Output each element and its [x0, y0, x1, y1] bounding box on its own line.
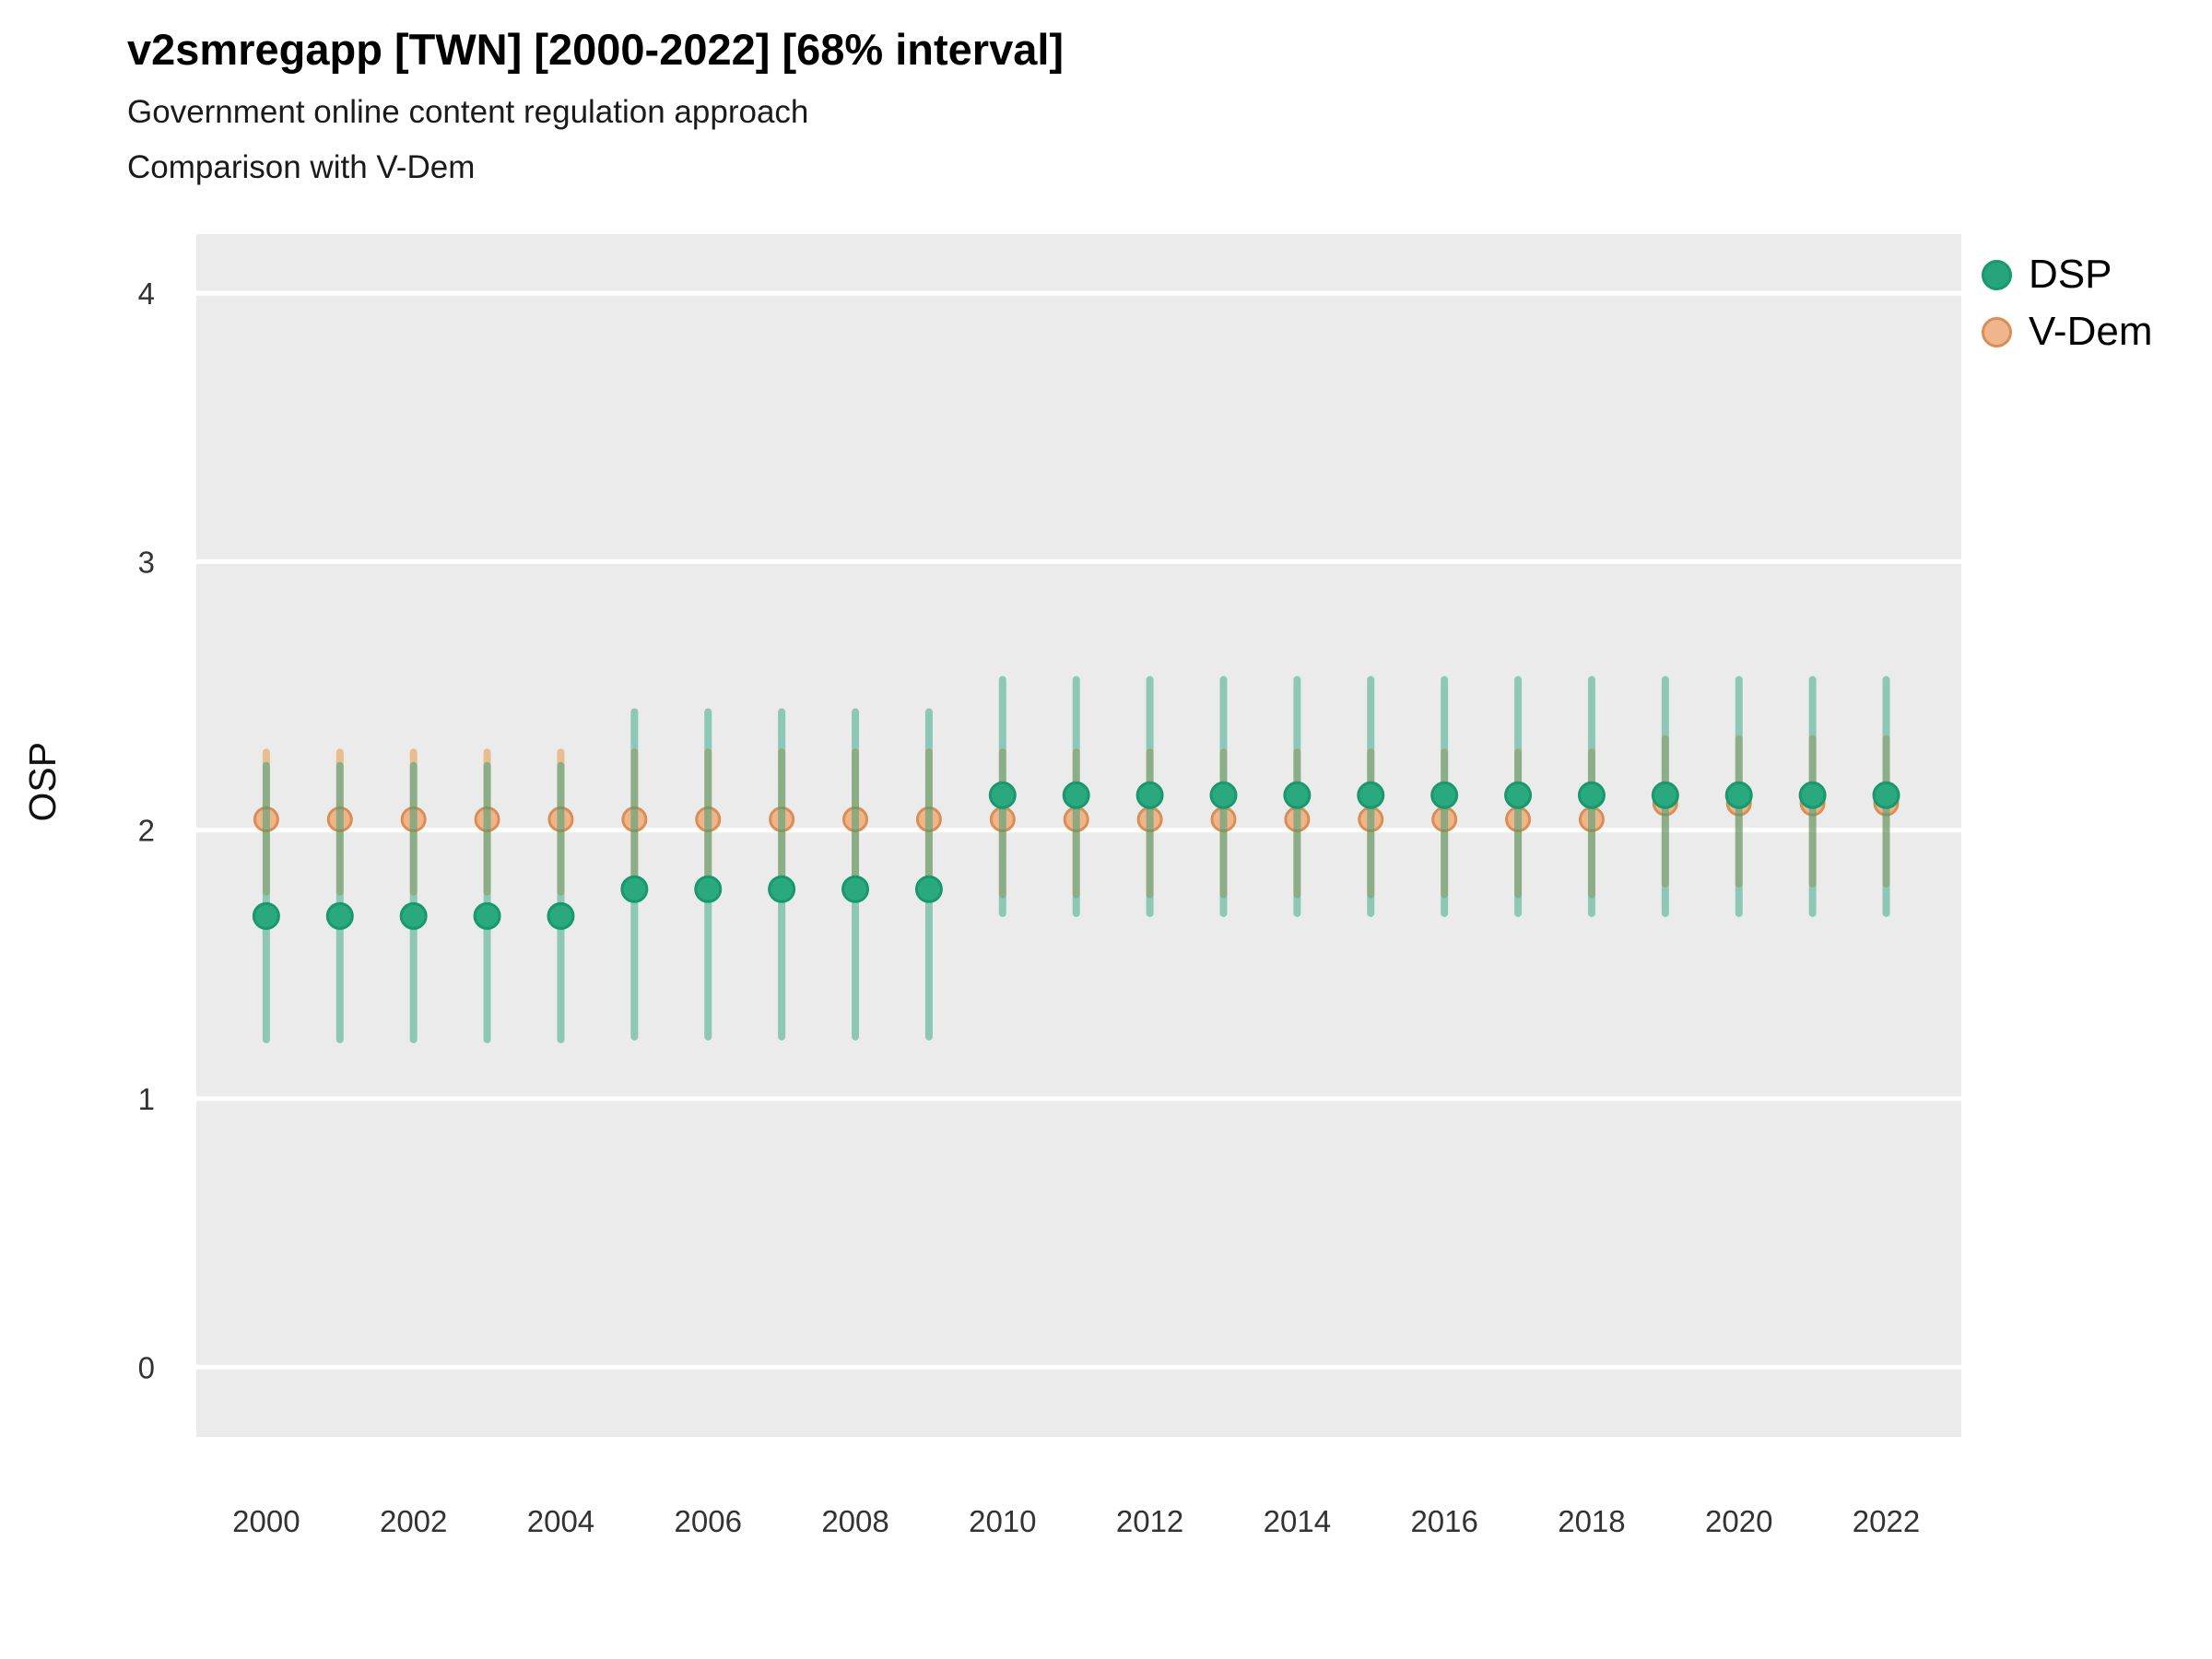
- v-dem-point-2006: [695, 806, 722, 833]
- legend-key-vdem-icon: [1982, 316, 2012, 347]
- y-tick-label-3: 3: [138, 545, 155, 579]
- v-dem-point-2003: [474, 806, 500, 833]
- dsp-point-2013: [1209, 781, 1238, 809]
- legend-label-dsp: DSP: [2029, 252, 2112, 297]
- x-tick-label-2022: 2022: [1853, 1504, 1920, 1538]
- chart-subtitle-line1: Government online content regulation app…: [127, 94, 809, 130]
- chart-subtitle-line2: Comparison with V-Dem: [127, 149, 476, 185]
- dsp-point-2006: [694, 875, 723, 903]
- legend-item-vdem: V-Dem: [1982, 312, 2152, 352]
- v-dem-point-2007: [769, 806, 795, 833]
- dsp-point-2011: [1062, 781, 1090, 809]
- dsp-point-2010: [988, 781, 1017, 809]
- dsp-point-2001: [325, 901, 354, 930]
- v-dem-point-2008: [842, 806, 869, 833]
- legend-key-dsp-icon: [1982, 259, 2012, 290]
- v-dem-point-2000: [253, 806, 279, 833]
- legend-item-dsp: DSP: [1982, 254, 2152, 295]
- v-dem-point-2001: [326, 806, 353, 833]
- v-dem-point-2002: [400, 806, 427, 833]
- x-tick-label-2020: 2020: [1705, 1504, 1772, 1538]
- y-tick-label-2: 2: [138, 814, 155, 848]
- v-dem-point-2004: [547, 806, 574, 833]
- x-tick-label-2006: 2006: [675, 1504, 742, 1538]
- v-dem-point-2005: [621, 806, 648, 833]
- dsp-point-2016: [1430, 781, 1459, 809]
- dsp-point-2022: [1872, 781, 1900, 809]
- dsp-point-2017: [1504, 781, 1533, 809]
- y-tick-label-1: 1: [138, 1082, 155, 1116]
- x-tick-label-2008: 2008: [821, 1504, 888, 1538]
- dsp-point-2020: [1724, 781, 1753, 809]
- dsp-point-2009: [914, 875, 943, 903]
- x-tick-label-2000: 2000: [232, 1504, 300, 1538]
- dsp-point-2002: [399, 901, 428, 930]
- x-tick-label-2010: 2010: [969, 1504, 1036, 1538]
- x-tick-label-2016: 2016: [1410, 1504, 1477, 1538]
- v-dem-point-2009: [915, 806, 942, 833]
- dsp-point-2000: [252, 901, 280, 930]
- dsp-point-2012: [1135, 781, 1164, 809]
- dsp-point-2015: [1357, 781, 1385, 809]
- dsp-point-2019: [1651, 781, 1679, 809]
- chart-title: v2smregapp [TWN] [2000-2022] [68% interv…: [127, 25, 1065, 74]
- x-tick-label-2002: 2002: [380, 1504, 447, 1538]
- legend: DSP V-Dem: [1982, 254, 2152, 352]
- y-tick-label-4: 4: [138, 276, 155, 311]
- dsp-point-2008: [841, 875, 870, 903]
- x-tick-label-2012: 2012: [1116, 1504, 1183, 1538]
- y-tick-label-0: 0: [138, 1350, 155, 1384]
- dsp-point-2003: [473, 901, 501, 930]
- dsp-point-2004: [547, 901, 575, 930]
- x-tick-label-2018: 2018: [1558, 1504, 1625, 1538]
- dsp-point-2005: [620, 875, 649, 903]
- legend-label-vdem: V-Dem: [2029, 309, 2153, 354]
- dsp-point-2021: [1798, 781, 1827, 809]
- x-tick-label-2004: 2004: [527, 1504, 594, 1538]
- dsp-point-2014: [1283, 781, 1312, 809]
- x-tick-label-2014: 2014: [1264, 1504, 1331, 1538]
- dsp-point-2018: [1577, 781, 1606, 809]
- y-axis-label: OSP: [21, 742, 64, 822]
- dsp-point-2007: [768, 875, 796, 903]
